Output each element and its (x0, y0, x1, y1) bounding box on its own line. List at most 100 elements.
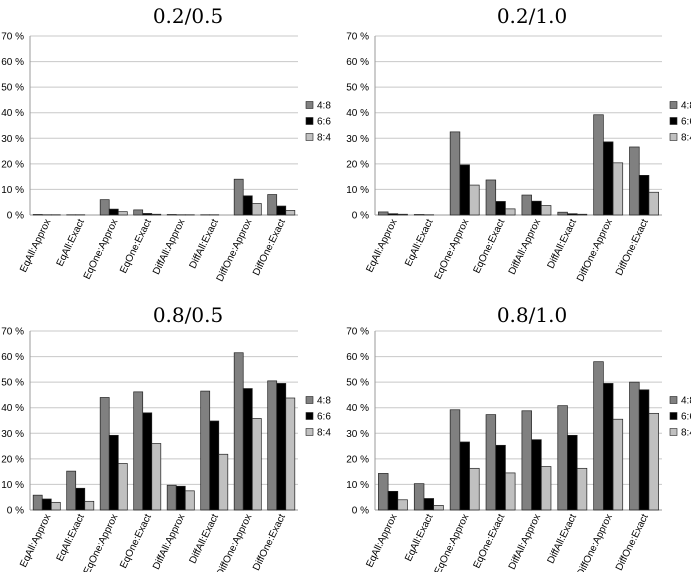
y-tick-label: 20 % (346, 159, 369, 170)
bar-8-4-eqone-exact (151, 213, 162, 216)
legend-label: 6:6 (681, 117, 691, 128)
x-category-label: EqOne:Approx (433, 217, 472, 281)
y-tick-label: 10 % (1, 480, 24, 491)
legend-label: 4:8 (681, 101, 691, 112)
x-category-label: DiffOne:Exact (614, 512, 651, 572)
y-tick-label: 40 % (346, 403, 369, 414)
y-tick-label: 50 % (346, 378, 369, 389)
y-tick-label: 70 % (346, 32, 369, 43)
chart-panel-top-left: 0.2/0.5 0 % 10 % 20 % 30 % 40 % 50 % 60 % 70 % E… (1, 4, 331, 284)
bar-4-8-diffone-approx (593, 114, 604, 216)
bar-8-4-eqall-exact (84, 500, 95, 511)
x-category-label: DiffAll:Approx (507, 217, 543, 276)
bar-8-4-diffall-approx (540, 205, 552, 216)
bar-8-4-eqone-approx (117, 463, 128, 511)
bar-6-6-diffall-approx (175, 485, 186, 511)
bar-6-6-eqone-approx (108, 434, 119, 511)
bar-4-8-eqall-approx (378, 211, 389, 216)
bar-8-4-diffall-exact (218, 453, 229, 511)
bar-4-8-eqone-approx (449, 409, 461, 511)
y-tick-label: 60 % (346, 57, 369, 68)
y-tick-label: 20 % (1, 454, 24, 465)
bar-8-4-diffone-exact (285, 397, 296, 511)
legend-label: 8:4 (317, 428, 331, 439)
bar-4-8-diffall-approx (521, 410, 532, 511)
bar-4-8-diffall-exact (200, 390, 211, 511)
y-tick-label: 30 % (346, 134, 369, 145)
chart-title: 0.2/1.0 (497, 4, 567, 28)
y-tick-label: 0 % (352, 211, 369, 222)
bar-8-4-diffone-exact (648, 412, 659, 511)
legend-swatch (669, 396, 678, 404)
x-category-label: DiffAll:Approx (507, 512, 543, 571)
bar-8-4-diffone-exact (285, 210, 296, 216)
y-tick-label: 20 % (1, 159, 24, 170)
legend-swatch (305, 412, 314, 420)
bar-4-8-diffall-exact (557, 211, 568, 216)
x-category-label: EqOne:Exact (472, 217, 508, 275)
bar-4-8-diffone-exact (267, 194, 278, 216)
legend-swatch (669, 101, 678, 109)
bar-4-8-eqone-exact (133, 209, 144, 216)
x-category-label: EqOne:Approx (433, 512, 472, 572)
bar-8-4-diffall-approx (540, 466, 552, 511)
y-tick-label: 30 % (346, 429, 369, 440)
bar-6-6-diffone-approx (602, 141, 614, 216)
x-category-label: EqAll:Approx (18, 512, 53, 569)
x-category-label: DiffAll:Exact (546, 217, 580, 270)
bar-8-4-eqall-approx (397, 213, 408, 216)
legend-label: 4:8 (317, 101, 331, 112)
bar-4-8-diffone-exact (267, 380, 278, 511)
bar-4-8-eqone-approx (99, 199, 110, 216)
x-category-label: DiffOne:Approx (215, 217, 255, 283)
bar-8-4-eqone-approx (117, 211, 128, 216)
bar-4-8-eqall-approx (378, 473, 389, 511)
bar-4-8-diffone-exact (629, 381, 640, 511)
bar-4-8-eqone-exact (485, 414, 497, 511)
bar-8-4-eqall-approx (397, 499, 408, 511)
y-tick-label: 0 % (7, 211, 24, 222)
chart-panel-bottom-right: 0.8/1.0 0 % 10 % 20 % 30 % 40 % 50 % 60 % 70 % E… (346, 303, 691, 572)
bar-8-4-eqone-approx (469, 184, 480, 216)
legend-swatch (305, 117, 314, 125)
legend-label: 6:6 (681, 412, 691, 423)
legend-swatch (305, 428, 314, 436)
bar-4-8-diffone-approx (233, 178, 244, 216)
x-category-label: EqOne:Approx (82, 217, 121, 281)
y-tick-label: 60 % (346, 352, 369, 363)
legend-swatch (305, 101, 314, 109)
x-category-label: EqAll:Approx (364, 217, 399, 274)
x-category-label: EqOne:Exact (472, 512, 508, 570)
bar-6-6-eqone-exact (495, 444, 506, 511)
legend-label: 4:8 (681, 396, 691, 407)
bar-4-8-eqall-exact (66, 470, 77, 511)
legend-label: 6:6 (317, 412, 331, 423)
legend-swatch (305, 133, 314, 141)
y-tick-label: 70 % (1, 32, 24, 43)
bar-8-4-eqone-exact (505, 208, 516, 216)
y-tick-label: 30 % (1, 429, 24, 440)
bar-8-4-eqall-exact (433, 505, 444, 511)
x-category-label: EqAll:Exact (55, 512, 87, 563)
y-tick-label: 10 % (1, 185, 24, 196)
legend-label: 4:8 (317, 396, 331, 407)
bar-8-4-eqone-exact (505, 472, 516, 511)
y-tick-label: 40 % (1, 108, 24, 119)
bar-6-6-eqone-exact (142, 412, 153, 511)
bar-6-6-eqone-approx (108, 208, 119, 216)
bar-8-4-diffone-approx (251, 418, 262, 511)
bar-4-8-diffall-approx (166, 484, 177, 511)
y-tick-label: 50 % (1, 83, 24, 94)
bar-4-8-diffone-approx (593, 361, 604, 511)
bar-8-4-diffall-approx (184, 490, 195, 511)
legend-swatch (669, 133, 678, 141)
x-category-label: DiffAll:Approx (151, 217, 187, 276)
bar-6-6-diffone-exact (276, 383, 287, 511)
y-tick-label: 70 % (1, 327, 24, 338)
bar-4-8-eqone-exact (485, 179, 497, 216)
y-tick-label: 50 % (346, 83, 369, 94)
x-category-label: DiffOne:Exact (614, 217, 651, 277)
bar-4-8-eqone-approx (449, 131, 461, 216)
bar-6-6-diffone-exact (638, 175, 650, 216)
